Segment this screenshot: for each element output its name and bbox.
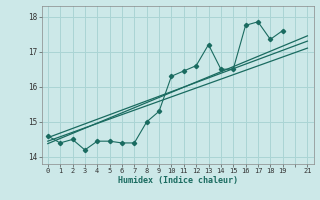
X-axis label: Humidex (Indice chaleur): Humidex (Indice chaleur): [118, 176, 237, 185]
